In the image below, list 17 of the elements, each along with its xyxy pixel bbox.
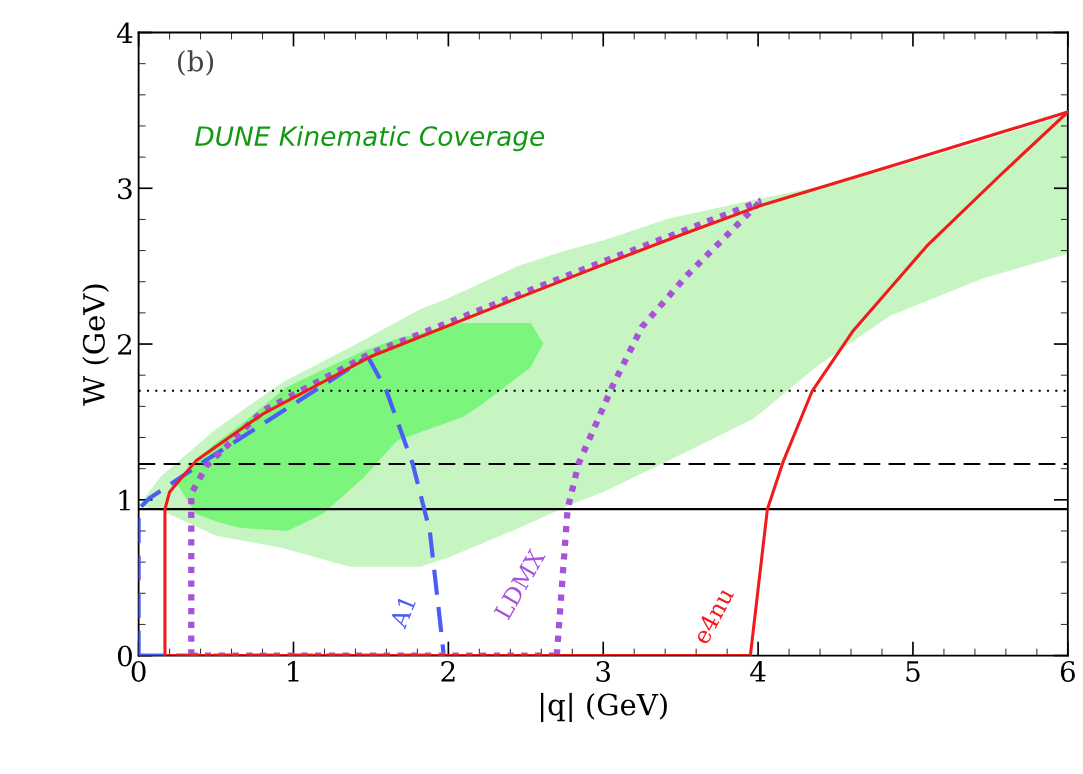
x-tick-label: 2: [441, 660, 455, 682]
x-tick-label: 1: [288, 660, 299, 682]
x-tick-label: 3: [596, 660, 611, 682]
x-axis-title: |q| (GeV): [541, 692, 667, 723]
annotation: (b): [177, 50, 214, 76]
y-tick-label: 2: [117, 333, 132, 355]
x-tick-label: 6: [1060, 660, 1075, 682]
y-axis-title: W (GeV): [82, 284, 110, 406]
x-tick-label: 5: [906, 661, 920, 682]
y-tick-label: 4: [116, 22, 133, 44]
text: e4nu: [691, 586, 735, 646]
text: A1: [388, 596, 416, 630]
y-tick-label: 1: [119, 489, 130, 511]
annotation: DUNE Kinematic Coverage: [195, 125, 545, 152]
x-tick-label: 4: [750, 660, 766, 682]
y-tick-label: 0: [117, 645, 132, 667]
y-tick-label: 3: [118, 178, 132, 200]
